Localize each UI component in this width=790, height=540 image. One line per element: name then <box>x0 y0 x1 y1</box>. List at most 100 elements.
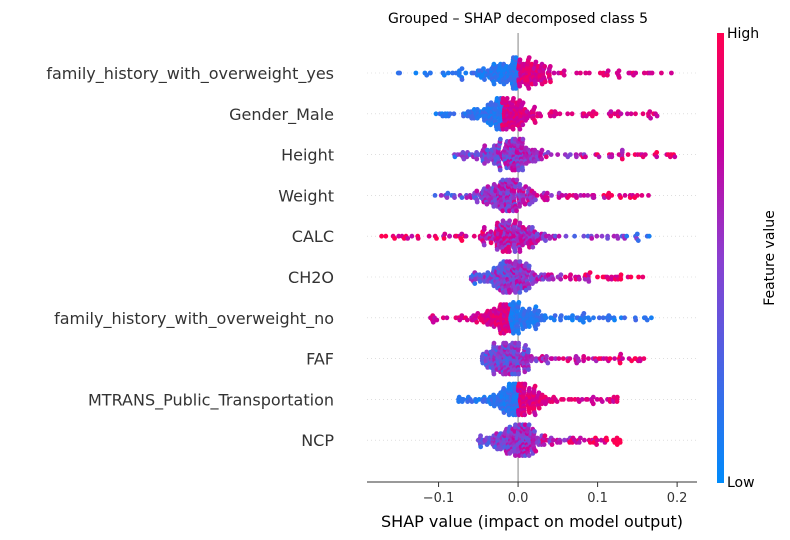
shap-point <box>543 79 548 84</box>
feature-label: Weight <box>278 186 334 205</box>
shap-point <box>530 225 535 230</box>
shap-point <box>442 232 447 237</box>
shap-point <box>588 270 593 275</box>
shap-point <box>482 143 487 148</box>
shap-point <box>605 236 610 241</box>
shap-point <box>609 154 614 159</box>
shap-point <box>623 193 628 198</box>
shap-point <box>633 71 638 76</box>
shap-point <box>574 154 579 159</box>
shap-point <box>527 386 532 391</box>
shap-point <box>633 318 638 323</box>
shap-point <box>526 86 531 91</box>
shap-point <box>552 71 557 76</box>
shap-point <box>548 79 553 84</box>
shap-point <box>643 152 648 157</box>
shap-point <box>595 275 600 280</box>
shap-point <box>635 232 640 237</box>
shap-point <box>523 343 528 348</box>
shap-point <box>505 96 510 101</box>
shap-point <box>570 318 575 323</box>
shap-point <box>472 281 477 286</box>
shap-point <box>533 449 538 454</box>
row-guides <box>367 73 697 440</box>
shap-point <box>452 195 457 200</box>
shap-point <box>587 71 592 76</box>
shap-point <box>520 122 525 127</box>
shap-point <box>460 66 465 71</box>
data-points <box>379 55 677 458</box>
shap-point <box>616 236 621 241</box>
shap-point <box>620 157 625 162</box>
shap-point <box>618 440 623 445</box>
shap-point <box>635 193 640 198</box>
shap-point <box>543 433 548 438</box>
shap-point <box>582 438 587 443</box>
shap-point <box>526 347 531 352</box>
shap-point <box>591 315 596 320</box>
shap-point <box>581 354 586 359</box>
shap-point <box>445 315 450 320</box>
shap-point <box>535 193 540 198</box>
shap-point <box>577 440 582 445</box>
shap-point <box>533 326 538 331</box>
shap-point <box>517 290 522 295</box>
shap-point <box>461 397 466 402</box>
shap-point <box>517 204 522 209</box>
feature-labels: family_history_with_overweight_yesGender… <box>46 64 334 450</box>
shap-point <box>474 320 479 325</box>
shap-point <box>561 397 566 402</box>
x-tick-label: −0.1 <box>423 491 455 506</box>
shap-point <box>545 197 550 202</box>
shap-point <box>600 234 605 239</box>
shap-point <box>503 341 508 346</box>
shap-point <box>589 236 594 241</box>
shap-point <box>542 64 547 69</box>
shap-point <box>514 208 519 213</box>
shap-point <box>654 150 659 155</box>
shap-point <box>574 195 579 200</box>
shap-point <box>618 195 623 200</box>
shap-point <box>615 399 620 404</box>
shap-point <box>619 111 624 116</box>
shap-point <box>563 275 568 280</box>
x-tick-label: 0.0 <box>508 491 529 506</box>
shap-point <box>532 429 537 434</box>
shap-point <box>527 422 532 427</box>
shap-point <box>498 168 503 173</box>
shap-point <box>445 195 450 200</box>
shap-point <box>442 236 447 241</box>
shap-point <box>383 234 388 239</box>
x-tick-label: 0.2 <box>667 491 688 506</box>
shap-point <box>586 356 591 361</box>
shap-point <box>617 75 622 80</box>
shap-point <box>527 324 532 329</box>
shap-point <box>640 193 645 198</box>
shap-point <box>641 111 646 116</box>
shap-point <box>397 71 402 76</box>
shap-point <box>606 68 611 73</box>
shap-point <box>564 234 569 239</box>
shap-point <box>526 367 531 372</box>
shap-point <box>527 307 532 312</box>
shap-point <box>568 152 573 157</box>
shap-point <box>532 105 537 110</box>
shap-point <box>478 444 483 449</box>
shap-point <box>516 300 521 305</box>
shap-point <box>534 304 539 309</box>
shap-point <box>586 279 591 284</box>
shap-point <box>640 275 645 280</box>
shap-point <box>517 182 522 187</box>
colorbar: High Low Feature value <box>717 26 778 491</box>
shap-point <box>460 195 465 200</box>
shap-point <box>633 111 638 116</box>
shap-point <box>516 372 521 377</box>
shap-point <box>583 154 588 159</box>
shap-point <box>465 318 470 323</box>
shap-point <box>580 397 585 402</box>
shap-point <box>520 168 525 173</box>
shap-point <box>439 193 444 198</box>
shap-point <box>578 71 583 76</box>
shap-point <box>581 234 586 239</box>
shap-point <box>620 356 625 361</box>
